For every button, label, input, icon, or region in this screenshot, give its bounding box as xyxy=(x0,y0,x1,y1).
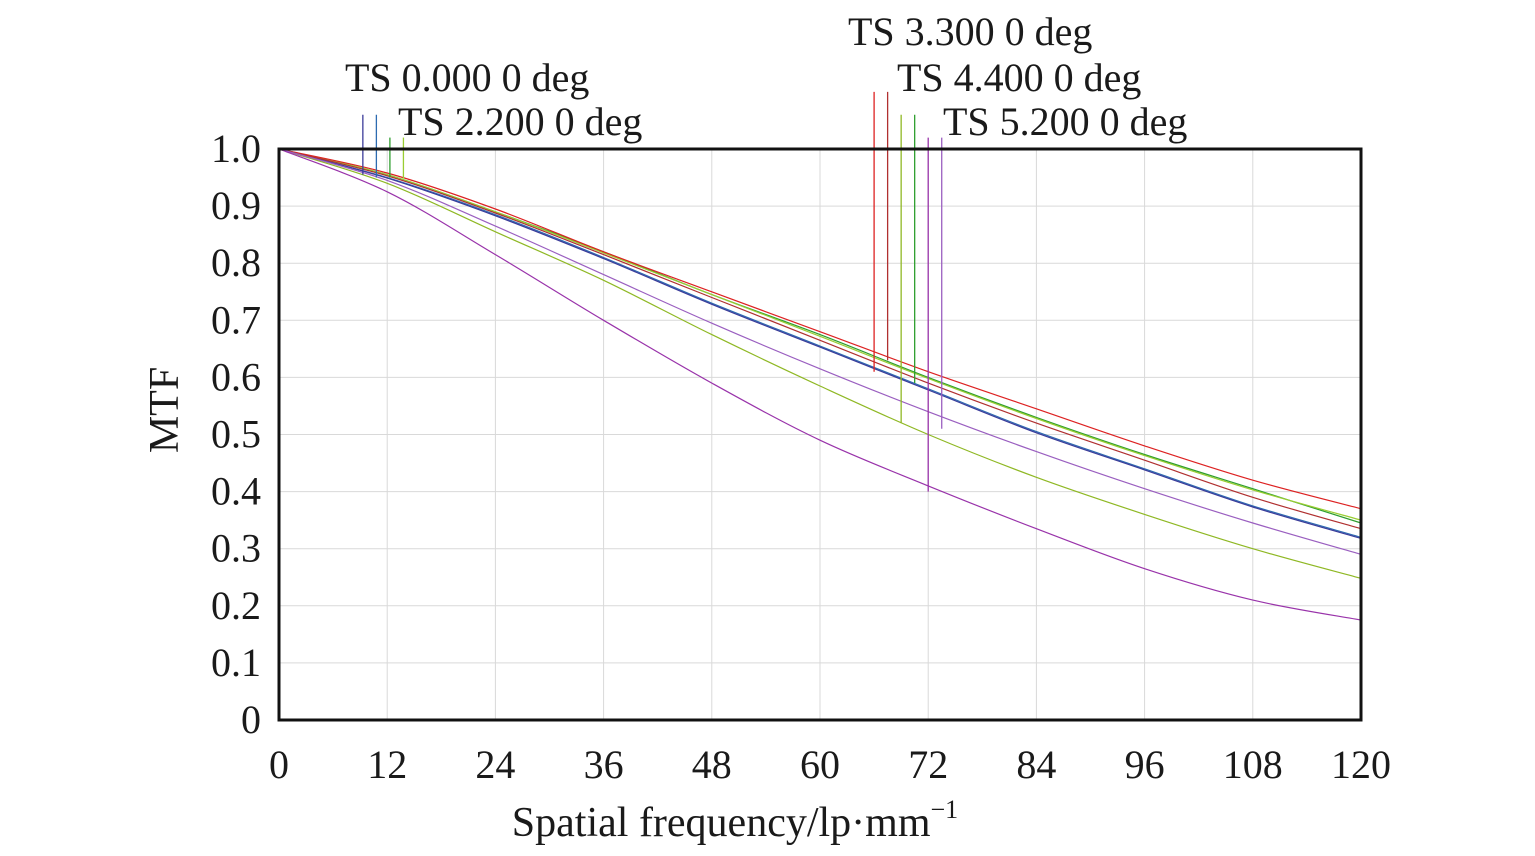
mtf-series-4 xyxy=(278,148,1362,510)
y-tick-labels: 0 0.1 0.2 0.3 0.4 0.5 0.6 0.7 0.8 0.9 1.0 xyxy=(211,126,261,742)
y-tick-label: 0.3 xyxy=(211,526,261,571)
mtf-series-5 xyxy=(278,148,1362,530)
annotation-ts-2-2: TS 2.200 0 deg xyxy=(398,99,642,144)
annotation-ts-0: TS 0.000 0 deg xyxy=(345,55,589,100)
y-tick-label: 0 xyxy=(241,697,261,742)
x-tick-labels: 0 12 24 36 48 60 72 84 96 108 120 xyxy=(269,742,1391,787)
x-tick-label: 120 xyxy=(1331,742,1391,787)
x-tick-label: 108 xyxy=(1223,742,1283,787)
mtf-series-1 xyxy=(278,148,1362,539)
grid-lines xyxy=(279,149,1361,720)
annotation-ts-4-4: TS 4.400 0 deg xyxy=(897,55,1141,100)
y-tick-label: 0.7 xyxy=(211,297,261,342)
mtf-series-7 xyxy=(278,148,1362,555)
x-axis-label: Spatial frequency/lp·mm−1 xyxy=(512,795,958,846)
x-tick-label: 72 xyxy=(908,742,948,787)
y-tick-label: 1.0 xyxy=(211,126,261,171)
x-tick-label: 12 xyxy=(367,742,407,787)
mtf-series-0 xyxy=(278,148,1362,538)
x-tick-label: 48 xyxy=(692,742,732,787)
x-tick-label: 96 xyxy=(1125,742,1165,787)
y-tick-label: 0.6 xyxy=(211,354,261,399)
y-tick-label: 0.2 xyxy=(211,583,261,628)
x-axis-label-superscript: −1 xyxy=(931,795,959,824)
y-tick-label: 0.9 xyxy=(211,183,261,228)
x-tick-label: 84 xyxy=(1016,742,1056,787)
mtf-series-3 xyxy=(278,148,1362,521)
x-tick-label: 60 xyxy=(800,742,840,787)
y-tick-label: 0.1 xyxy=(211,640,261,685)
field-markers xyxy=(362,91,943,492)
y-axis-label: MTF xyxy=(142,367,188,453)
mtf-series-8 xyxy=(278,148,1362,621)
annotation-ts-5-2: TS 5.200 0 deg xyxy=(943,99,1187,144)
x-tick-label: 24 xyxy=(475,742,515,787)
y-tick-label: 0.8 xyxy=(211,240,261,285)
y-tick-label: 0.4 xyxy=(211,469,261,514)
mtf-curves xyxy=(278,148,1362,621)
x-tick-label: 0 xyxy=(269,742,289,787)
x-tick-label: 36 xyxy=(584,742,624,787)
annotation-ts-3-3: TS 3.300 0 deg xyxy=(848,9,1092,54)
plot-frame xyxy=(277,147,1363,722)
y-tick-label: 0.5 xyxy=(211,412,261,457)
mtf-series-6 xyxy=(278,148,1362,579)
